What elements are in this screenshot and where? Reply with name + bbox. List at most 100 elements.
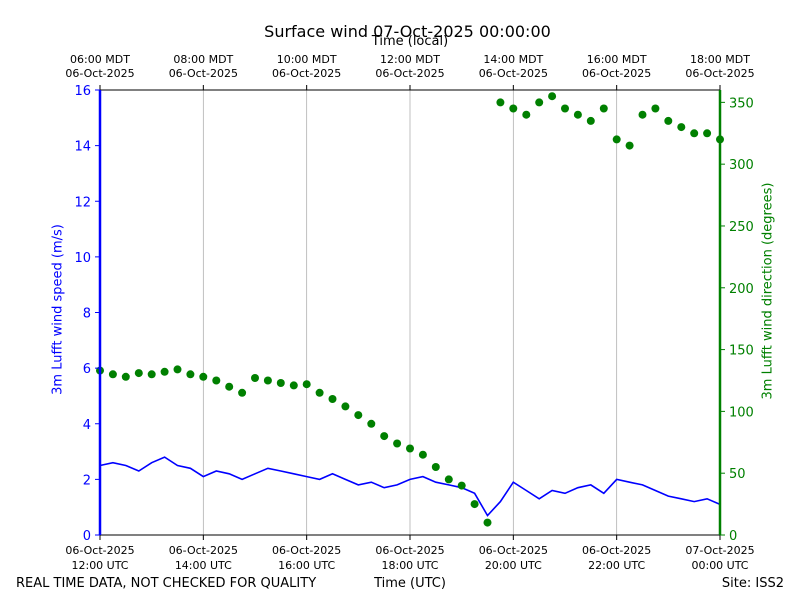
direction-point — [548, 92, 557, 101]
direction-point — [147, 370, 156, 379]
bottom-tick-date: 06-Oct-2025 — [65, 544, 134, 557]
direction-point — [263, 376, 272, 385]
site-label: Site: ISS2 — [721, 576, 784, 591]
direction-point — [418, 450, 427, 459]
bottom-tick-date: 06-Oct-2025 — [479, 544, 548, 557]
right-tick-label: 250 — [729, 220, 754, 235]
direction-point — [406, 444, 414, 453]
direction-point — [677, 123, 686, 132]
left-tick-label: 6 — [83, 362, 91, 377]
direction-point — [470, 500, 479, 509]
direction-point — [212, 376, 221, 385]
gridlines — [99, 90, 721, 535]
bottom-tick-time: 16:00 UTC — [278, 559, 335, 572]
right-tick-label: 350 — [729, 96, 754, 111]
direction-point — [573, 110, 582, 119]
direction-point — [354, 411, 363, 420]
direction-point — [509, 104, 518, 113]
direction-point — [367, 419, 376, 428]
direction-point — [483, 518, 492, 527]
direction-point — [276, 379, 285, 387]
top-tick-time: 10:00 MDT — [277, 53, 337, 66]
direction-point — [341, 402, 350, 411]
top-tick-date: 06-Oct-2025 — [685, 67, 754, 80]
top-tick-date: 06-Oct-2025 — [582, 67, 651, 80]
top-tick-time: 12:00 MDT — [380, 53, 440, 66]
direction-point — [703, 129, 712, 138]
bottom-tick-date: 07-Oct-2025 — [685, 544, 754, 557]
left-tick-label: 14 — [74, 140, 91, 155]
bottom-tick-date: 06-Oct-2025 — [169, 544, 238, 557]
direction-point — [638, 110, 647, 119]
left-tick-label: 0 — [83, 529, 91, 544]
left-tick-label: 12 — [74, 195, 91, 210]
quality-disclaimer: REAL TIME DATA, NOT CHECKED FOR QUALITY — [16, 576, 317, 591]
right-tick-label: 0 — [729, 529, 737, 544]
direction-point — [444, 475, 453, 484]
right-tick-label: 50 — [729, 467, 746, 482]
top-tick-time: 14:00 MDT — [483, 53, 543, 66]
bottom-tick-time: 20:00 UTC — [485, 559, 542, 572]
top-tick-date: 06-Oct-2025 — [479, 67, 548, 80]
bottom-tick-date: 06-Oct-2025 — [582, 544, 651, 557]
direction-point — [457, 481, 466, 490]
left-tick-label: 16 — [74, 84, 91, 99]
direction-point — [496, 98, 505, 107]
tick-labels: 06-Oct-2025 12:00 UTC 06-Oct-2025 14:00 UTC… — [65, 53, 754, 572]
left-tick-label: 4 — [83, 418, 91, 433]
direction-point — [522, 110, 531, 119]
direction-point — [238, 388, 247, 397]
direction-point — [561, 104, 569, 113]
direction-point — [690, 129, 699, 138]
direction-point — [134, 369, 143, 378]
direction-point — [380, 432, 389, 441]
bottom-tick-time: 00:00 UTC — [691, 559, 748, 572]
direction-point — [315, 388, 324, 397]
direction-point — [664, 116, 673, 125]
left-tick-label: 8 — [83, 307, 91, 322]
left-axis-title: 3m Lufft wind speed (m/s) — [50, 224, 66, 395]
direction-point — [535, 98, 544, 107]
bottom-tick-time: 18:00 UTC — [381, 559, 438, 572]
direction-point — [121, 372, 130, 381]
direction-point — [393, 439, 402, 448]
chart-title: Surface wind 07-Oct-2025 00:00:00 — [264, 22, 551, 41]
direction-point — [599, 104, 608, 113]
direction-point — [586, 116, 595, 125]
direction-point — [431, 463, 440, 471]
direction-point — [612, 135, 621, 144]
direction-point — [160, 367, 169, 376]
series-layer — [96, 92, 724, 527]
left-tick-label: 2 — [83, 473, 91, 488]
right-tick-label: 300 — [729, 158, 754, 173]
right-axis-title: 3m Lufft wind direction (degrees) — [760, 182, 776, 400]
top-tick-date: 06-Oct-2025 — [65, 67, 134, 80]
direction-point — [625, 141, 634, 150]
top-tick-time: 18:00 MDT — [690, 53, 750, 66]
bottom-tick-time: 14:00 UTC — [175, 559, 232, 572]
top-tick-date: 06-Oct-2025 — [375, 67, 444, 80]
bottom-tick-time: 12:00 UTC — [71, 559, 128, 572]
direction-point — [328, 395, 337, 403]
axes — [95, 85, 725, 540]
bottom-axis-title: Time (UTC) — [374, 576, 446, 591]
direction-point — [289, 381, 298, 390]
top-tick-date: 06-Oct-2025 — [272, 67, 341, 80]
top-axis-title: Time (local) — [371, 34, 449, 49]
right-tick-label: 150 — [729, 344, 754, 359]
direction-point — [225, 382, 234, 391]
bottom-tick-date: 06-Oct-2025 — [375, 544, 444, 557]
top-tick-time: 08:00 MDT — [173, 53, 233, 66]
direction-point — [651, 104, 660, 113]
direction-point — [173, 365, 182, 374]
bottom-tick-time: 22:00 UTC — [588, 559, 645, 572]
right-tick-label: 100 — [729, 405, 754, 420]
top-tick-time: 06:00 MDT — [70, 53, 130, 66]
bottom-tick-date: 06-Oct-2025 — [272, 544, 341, 557]
top-tick-time: 16:00 MDT — [587, 53, 647, 66]
top-tick-date: 06-Oct-2025 — [169, 67, 238, 80]
direction-point — [251, 374, 259, 382]
right-tick-label: 200 — [729, 282, 754, 297]
direction-point — [186, 370, 195, 379]
